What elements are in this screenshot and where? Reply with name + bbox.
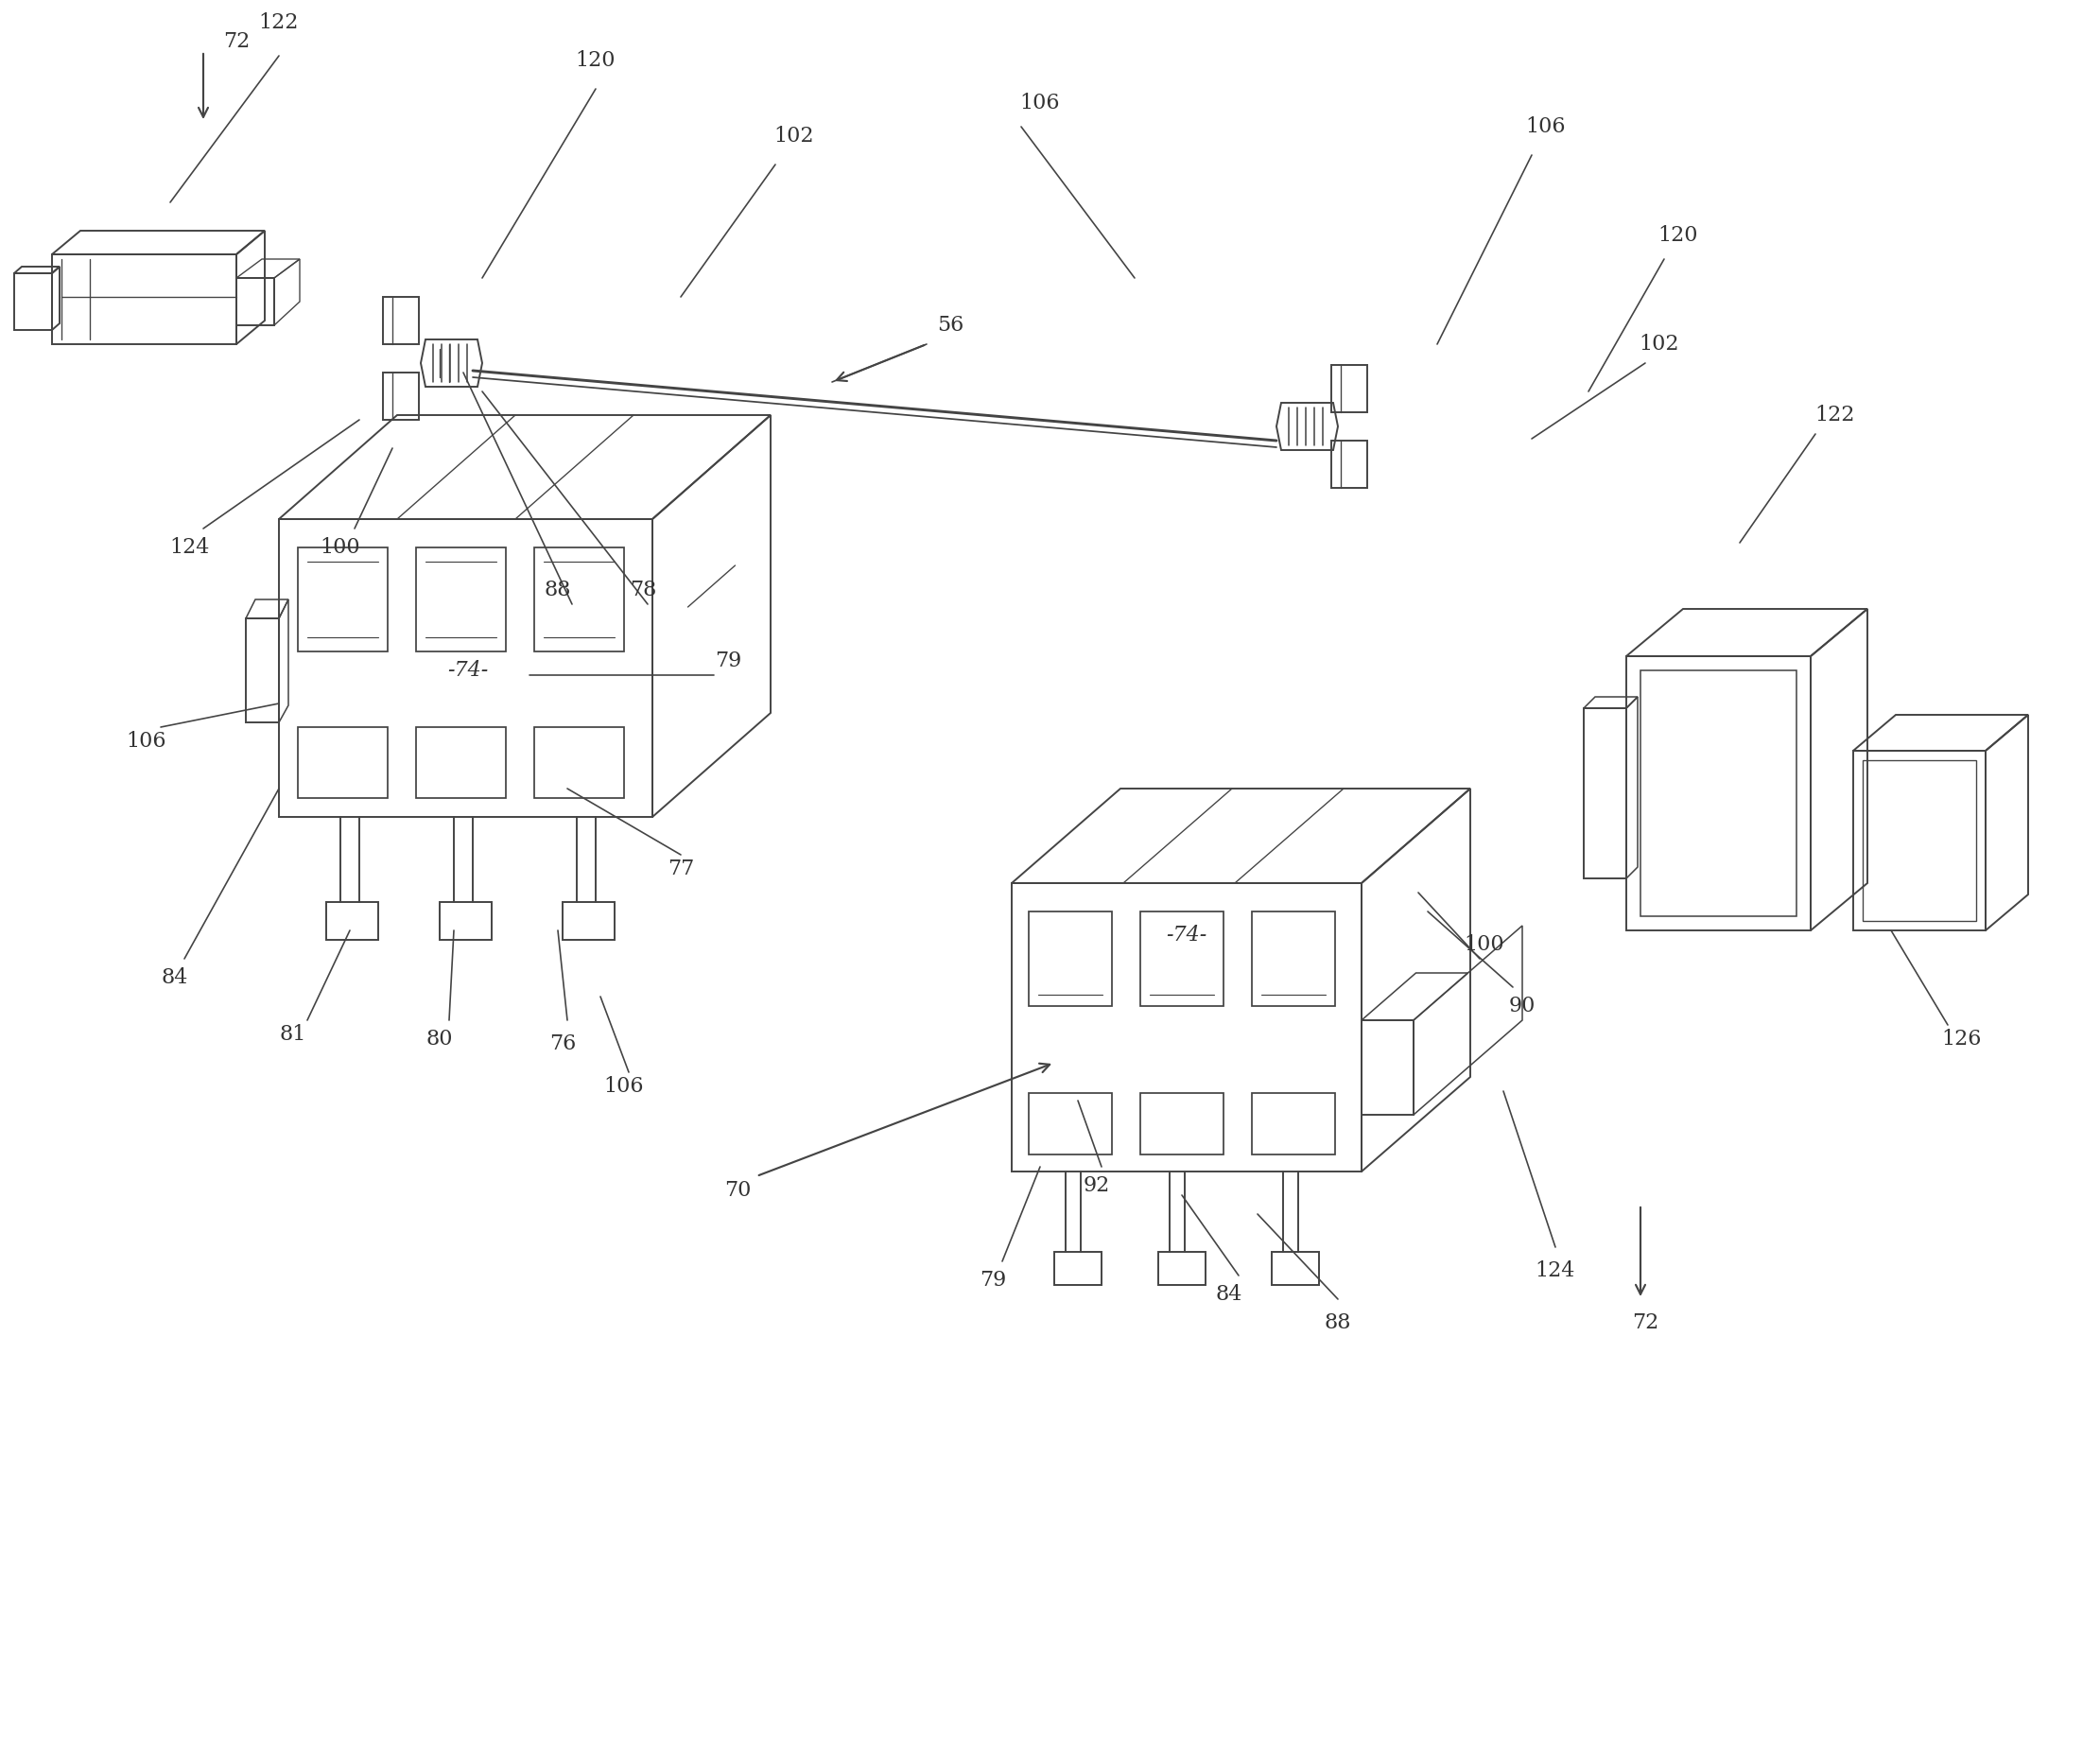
Text: 106: 106 xyxy=(126,731,166,752)
Text: 76: 76 xyxy=(550,1034,575,1054)
Text: 88: 88 xyxy=(1325,1313,1352,1334)
Text: 120: 120 xyxy=(1659,224,1699,245)
Text: 124: 124 xyxy=(1535,1260,1575,1281)
Text: 122: 122 xyxy=(1814,405,1854,426)
Text: 92: 92 xyxy=(1084,1175,1111,1196)
Text: 102: 102 xyxy=(1640,333,1680,354)
Text: 120: 120 xyxy=(575,51,615,70)
Text: 56: 56 xyxy=(937,316,964,335)
Text: 90: 90 xyxy=(1510,996,1535,1017)
Text: 72: 72 xyxy=(223,32,250,53)
Text: 100: 100 xyxy=(319,536,361,557)
Text: 72: 72 xyxy=(1632,1313,1659,1334)
Text: 126: 126 xyxy=(1943,1029,1982,1050)
Text: 84: 84 xyxy=(1216,1283,1243,1304)
Text: 80: 80 xyxy=(426,1029,454,1050)
Text: -74-: -74- xyxy=(447,659,489,680)
Text: 78: 78 xyxy=(630,580,657,601)
Text: 79: 79 xyxy=(979,1269,1006,1290)
Text: 70: 70 xyxy=(724,1180,752,1201)
Text: 79: 79 xyxy=(714,650,741,671)
Text: 102: 102 xyxy=(775,126,815,147)
Text: 106: 106 xyxy=(1021,93,1060,114)
Text: 106: 106 xyxy=(605,1076,645,1097)
Text: 100: 100 xyxy=(1464,934,1504,955)
Text: 88: 88 xyxy=(544,580,571,601)
Text: 81: 81 xyxy=(279,1024,307,1045)
Text: 77: 77 xyxy=(668,859,695,880)
Text: 122: 122 xyxy=(258,12,298,33)
Text: 106: 106 xyxy=(1527,116,1567,137)
Text: 124: 124 xyxy=(170,536,210,557)
Text: 84: 84 xyxy=(162,968,189,989)
Text: -74-: -74- xyxy=(1166,926,1208,945)
